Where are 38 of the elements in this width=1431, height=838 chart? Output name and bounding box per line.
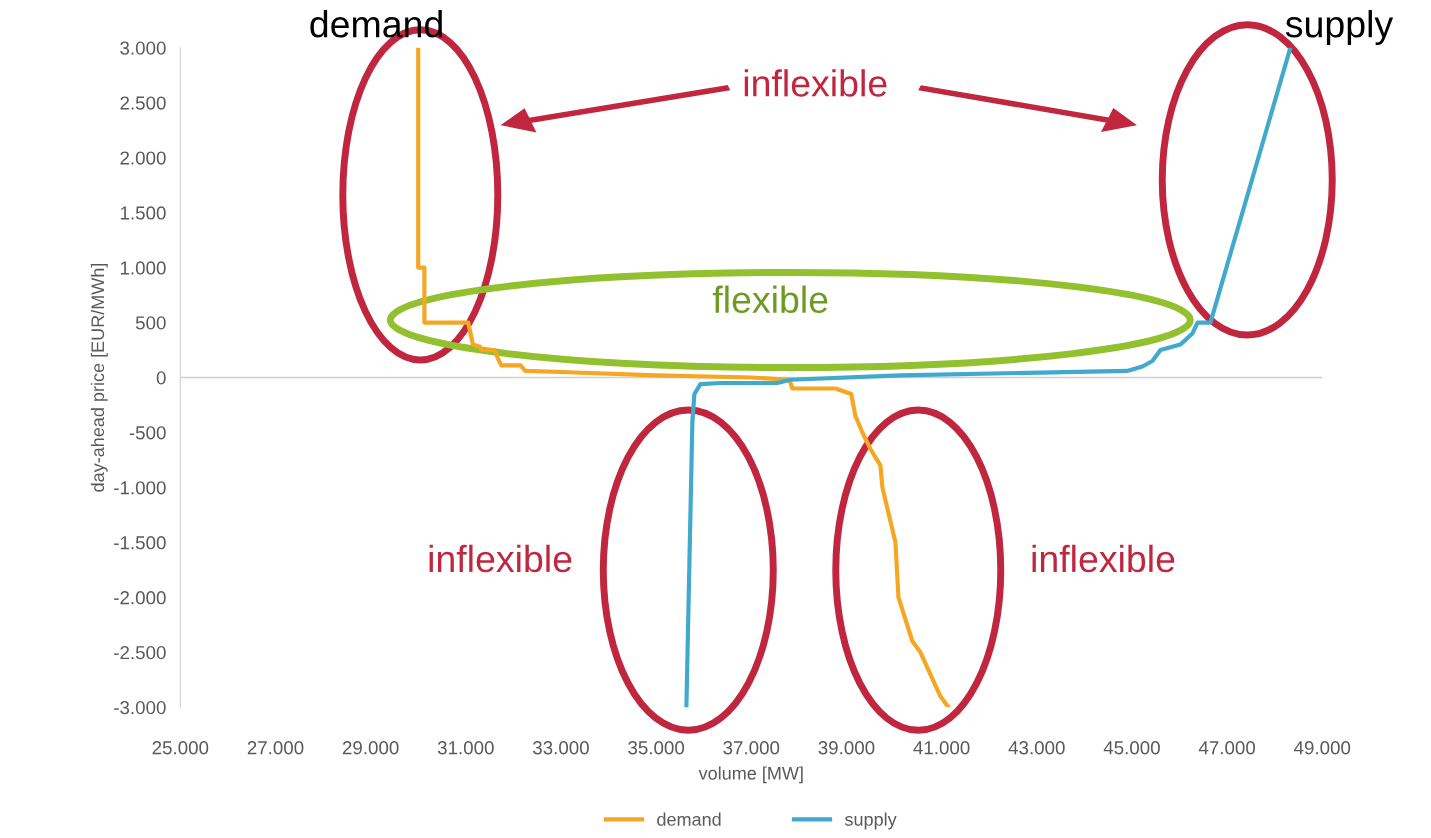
x-tick-label: 29.000 — [342, 741, 399, 755]
legend-label: demand — [657, 812, 721, 826]
line-series — [684, 47, 1293, 708]
y-tick-label: 500 — [135, 316, 166, 330]
annotation: inflexible — [429, 544, 572, 573]
y-tick-label: -2.500 — [114, 646, 166, 660]
x-tick-label: 35.000 — [628, 741, 685, 755]
y-tick-label: -2.000 — [114, 591, 166, 605]
annotation: supply — [1285, 10, 1394, 45]
y-tick-label: 2.500 — [120, 96, 166, 110]
annotation: inflexible — [1032, 544, 1175, 573]
y-tick-label: -1.500 — [114, 536, 166, 550]
y-tick-label: 3.000 — [120, 41, 166, 55]
x-tick-label: 41.000 — [913, 741, 970, 755]
x-tick-label: 49.000 — [1294, 741, 1351, 755]
x-tick-label: 33.000 — [533, 741, 589, 755]
y-tick-label: -500 — [129, 426, 166, 440]
y-axis-title: day-ahead price [EUR/MWh] — [90, 263, 108, 492]
y-tick-label: -1.000 — [114, 481, 166, 495]
line-series — [416, 47, 951, 708]
annotation: inflexible — [744, 69, 887, 97]
x-tick-label: 47.000 — [1198, 741, 1256, 755]
annotation: flexible — [712, 285, 828, 314]
y-tick-label: 2.000 — [120, 151, 166, 165]
x-tick-label: 37.000 — [723, 741, 780, 755]
y-tick-label: 1.000 — [120, 261, 166, 275]
x-tick-label: 27.000 — [247, 741, 304, 755]
x-tick-label: 25.000 — [152, 741, 209, 755]
x-tick-label: 43.000 — [1008, 741, 1065, 755]
x-tick-label: 45.000 — [1103, 741, 1160, 755]
x-tick-label: 39.000 — [818, 741, 875, 755]
y-tick-label: 0 — [156, 371, 166, 385]
y-tick-label: -3.000 — [114, 700, 166, 715]
x-axis-title: volume [MW] — [698, 766, 803, 784]
x-tick-label: 31.000 — [437, 741, 494, 755]
legend-label: supply — [844, 812, 897, 830]
annotation: demand — [310, 10, 442, 38]
y-tick-label: 1.500 — [120, 206, 166, 220]
